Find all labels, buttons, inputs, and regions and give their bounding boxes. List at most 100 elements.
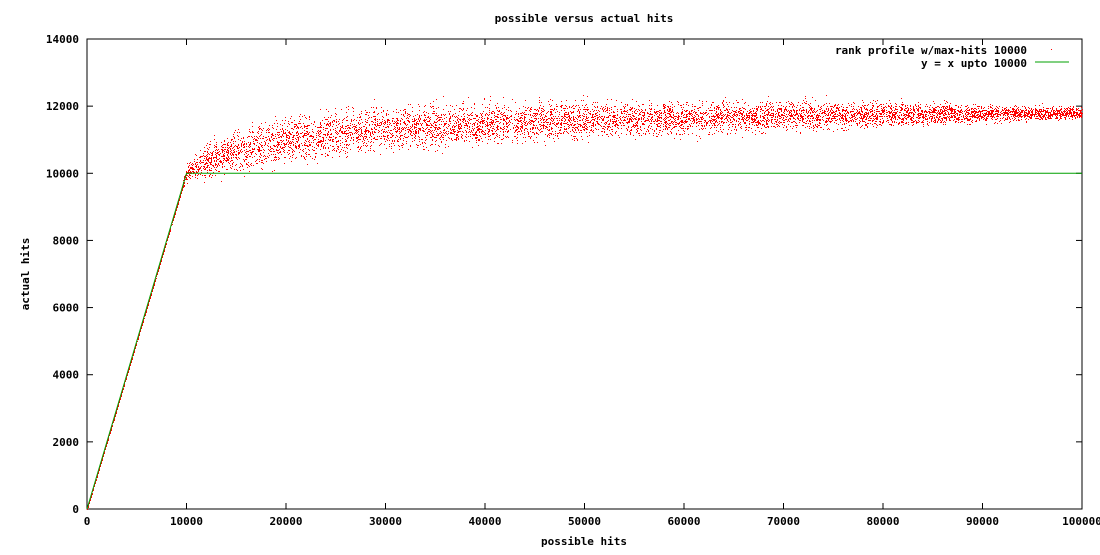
data-point (516, 125, 517, 126)
data-point (515, 114, 516, 115)
data-point (434, 113, 435, 114)
data-point (355, 127, 356, 128)
data-point (280, 151, 281, 152)
data-point (748, 130, 749, 131)
data-point (423, 131, 424, 132)
data-point (992, 108, 993, 109)
data-point (762, 133, 763, 134)
data-point (612, 126, 613, 127)
data-point (680, 139, 681, 140)
data-point (607, 134, 608, 135)
data-point (779, 115, 780, 116)
data-point (543, 122, 544, 123)
data-point (993, 114, 994, 115)
data-point (241, 143, 242, 144)
data-point (745, 130, 746, 131)
data-point (704, 113, 705, 114)
data-point (216, 158, 217, 159)
data-point (490, 122, 491, 123)
data-point (325, 119, 326, 120)
data-point (532, 115, 533, 116)
data-point (288, 123, 289, 124)
data-point (541, 119, 542, 120)
data-point (452, 133, 453, 134)
data-point (1053, 113, 1054, 114)
data-point (527, 124, 528, 125)
data-point (724, 122, 725, 123)
data-point (393, 118, 394, 119)
data-point (625, 111, 626, 112)
data-point (610, 127, 611, 128)
data-point (767, 114, 768, 115)
data-point (694, 119, 695, 120)
data-point (1081, 107, 1082, 108)
data-point (863, 118, 864, 119)
data-point (1039, 114, 1040, 115)
data-point (357, 138, 358, 139)
data-point (550, 115, 551, 116)
data-point (195, 163, 196, 164)
data-point (261, 145, 262, 146)
data-point (645, 109, 646, 110)
data-point (236, 164, 237, 165)
data-point (606, 117, 607, 118)
data-point (373, 107, 374, 108)
data-point (657, 126, 658, 127)
data-point (365, 138, 366, 139)
data-point (988, 115, 989, 116)
data-point (460, 108, 461, 109)
data-point (679, 134, 680, 135)
data-point (285, 117, 286, 118)
data-point (299, 152, 300, 153)
data-point (853, 116, 854, 117)
data-point (896, 104, 897, 105)
data-point (282, 148, 283, 149)
data-point (334, 121, 335, 122)
data-point (568, 112, 569, 113)
data-point (943, 108, 944, 109)
data-point (455, 126, 456, 127)
data-point (681, 120, 682, 121)
data-point (528, 136, 529, 137)
data-point (369, 125, 370, 126)
data-point (473, 135, 474, 136)
data-point (467, 121, 468, 122)
data-point (230, 146, 231, 147)
data-point (764, 125, 765, 126)
data-point (657, 105, 658, 106)
data-point (455, 121, 456, 122)
data-point (568, 113, 569, 114)
data-point (865, 124, 866, 125)
data-point (372, 124, 373, 125)
data-point (564, 126, 565, 127)
data-point (331, 133, 332, 134)
data-point (521, 117, 522, 118)
data-point (444, 118, 445, 119)
data-point (882, 122, 883, 123)
data-point (530, 108, 531, 109)
data-point (539, 114, 540, 115)
data-point (328, 131, 329, 132)
data-point (934, 118, 935, 119)
data-point (523, 137, 524, 138)
data-point (471, 113, 472, 114)
data-point (949, 109, 950, 110)
data-point (630, 132, 631, 133)
data-point (798, 115, 799, 116)
data-point (206, 163, 207, 164)
data-point (705, 121, 706, 122)
data-point (266, 137, 267, 138)
data-point (1008, 110, 1009, 111)
data-point (846, 123, 847, 124)
data-point (711, 120, 712, 121)
x-tick-label: 10000 (170, 515, 203, 528)
data-point (458, 138, 459, 139)
data-point (264, 159, 265, 160)
data-point (590, 113, 591, 114)
data-point (458, 127, 459, 128)
data-point (211, 164, 212, 165)
data-point (982, 111, 983, 112)
data-point (289, 137, 290, 138)
data-point (427, 133, 428, 134)
data-point (966, 118, 967, 119)
